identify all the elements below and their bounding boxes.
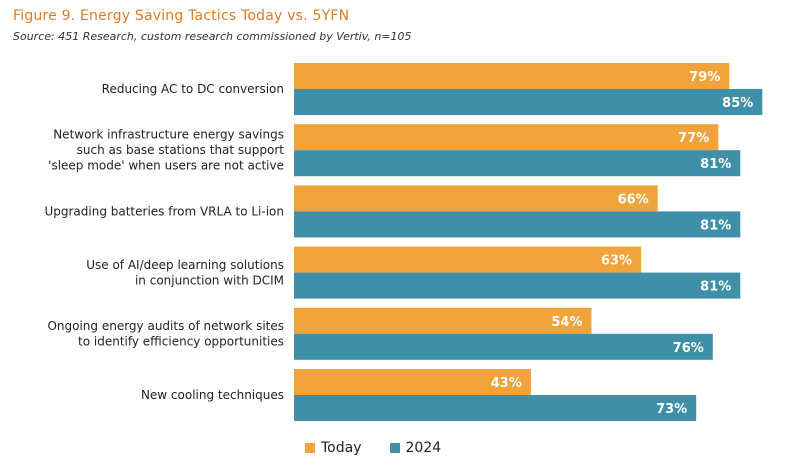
bar-2024 <box>294 89 763 115</box>
category-label: Upgrading batteries from VRLA to Li-ion <box>44 204 284 218</box>
bar-today <box>294 307 592 334</box>
legend-swatch-today <box>305 443 315 453</box>
bar-2024 <box>294 150 741 177</box>
category-label: New cooling techniques <box>141 388 284 402</box>
category-label: Reducing AC to DC conversion <box>102 82 284 96</box>
legend-item-2024: 2024 <box>389 440 442 456</box>
legend-label-2024: 2024 <box>405 440 442 456</box>
bar-today <box>294 246 642 273</box>
data-label: 76% <box>673 341 704 356</box>
legend-label-today: Today <box>321 440 362 456</box>
bar-today <box>294 369 531 395</box>
data-label: 43% <box>491 376 522 391</box>
data-label: 63% <box>601 254 632 269</box>
category-label: Use of AI/deep learning solutions in conj… <box>86 258 284 288</box>
category-label: Ongoing energy audits of network sites to… <box>47 319 284 349</box>
data-label: 81% <box>700 218 731 233</box>
data-label: 81% <box>700 157 731 172</box>
data-label: 81% <box>700 280 731 295</box>
category-label: Network infrastructure energy savings suc… <box>48 128 284 173</box>
chart-title: Figure 9. Energy Saving Tactics Today vs… <box>13 8 350 24</box>
bar-2024 <box>294 272 741 299</box>
data-label: 66% <box>618 192 649 207</box>
data-label: 54% <box>551 315 582 330</box>
bar-today <box>294 185 658 212</box>
legend: Today 2024 <box>305 440 469 456</box>
bar-today <box>294 124 719 151</box>
bar-2024 <box>294 211 741 238</box>
data-label: 85% <box>722 96 753 111</box>
bar-2024 <box>294 395 697 421</box>
legend-swatch-2024 <box>389 443 400 453</box>
legend-item-today: Today <box>305 440 362 456</box>
data-label: 79% <box>689 70 720 85</box>
bar-today <box>294 63 730 89</box>
data-label: 77% <box>678 131 709 146</box>
bar-2024 <box>294 333 713 360</box>
chart-subtitle: Source: 451 Research, custom research co… <box>13 30 412 43</box>
data-label: 73% <box>656 402 687 417</box>
